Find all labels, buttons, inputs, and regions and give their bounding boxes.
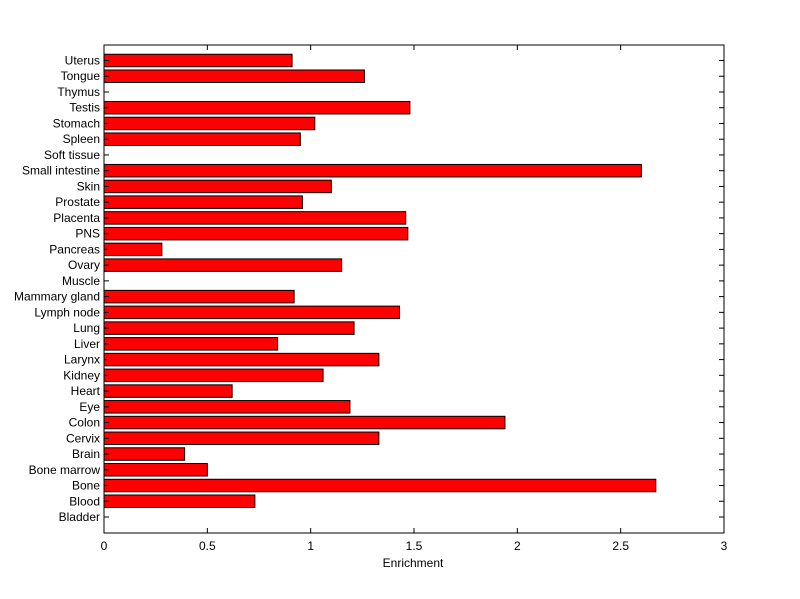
- y-tick-label: Bone: [72, 479, 100, 493]
- y-tick-label: Cervix: [66, 431, 100, 445]
- bar: [103, 226, 409, 241]
- bar: [103, 211, 407, 225]
- bar: [103, 368, 324, 383]
- bar: [103, 116, 316, 131]
- y-tick-label: Prostate: [55, 195, 100, 209]
- y-tick-label: Lymph node: [34, 305, 100, 319]
- bar: [103, 400, 351, 414]
- bar: [103, 69, 365, 83]
- bar: [103, 289, 295, 304]
- x-tick-label: 1.5: [406, 539, 423, 553]
- y-tick-label: Muscle: [62, 274, 100, 288]
- bar: [103, 195, 303, 209]
- bar: [103, 321, 355, 335]
- x-axis-label: Enrichment: [383, 556, 444, 570]
- bar: [103, 132, 301, 146]
- y-tick-label: Stomach: [53, 116, 100, 130]
- bar: [103, 179, 332, 194]
- y-tick-label: Kidney: [63, 368, 100, 382]
- y-tick-label: Bladder: [59, 510, 100, 524]
- y-tick-label: Brain: [72, 447, 100, 461]
- bar: [103, 100, 411, 115]
- y-tick-label: Spleen: [63, 132, 100, 146]
- y-tick-label: Testis: [69, 101, 100, 115]
- y-tick-label: Lung: [73, 321, 100, 335]
- x-tick-label: 3: [721, 539, 728, 553]
- bar: [103, 463, 208, 477]
- bar: [103, 447, 186, 461]
- x-tick-label: 2.5: [612, 539, 629, 553]
- bar: [103, 384, 233, 398]
- y-tick-label: Tongue: [61, 69, 101, 83]
- bar: [103, 494, 256, 509]
- y-tick-label: Ovary: [68, 258, 100, 272]
- y-tick-label: Eye: [79, 400, 100, 414]
- y-tick-label: Heart: [71, 384, 101, 398]
- y-tick-label: Mammary gland: [14, 290, 100, 304]
- y-tick-label: Skin: [77, 179, 100, 193]
- y-tick-label: Small intestine: [22, 164, 100, 178]
- plot-frame: [103, 44, 725, 534]
- bar: [103, 258, 343, 272]
- y-tick-label: Pancreas: [49, 242, 100, 256]
- y-tick-label: Placenta: [53, 211, 100, 225]
- x-tick-label: 2: [514, 539, 521, 553]
- bar: [103, 305, 401, 320]
- bar: [103, 242, 163, 257]
- bar: [103, 53, 293, 68]
- bar: [103, 431, 380, 446]
- x-tick-label: 0: [101, 539, 108, 553]
- y-tick-label: Soft tissue: [44, 148, 100, 162]
- x-ticks-group: 0 0.5 1 1.5 2 2.5 3: [101, 45, 728, 553]
- bar: [103, 478, 657, 493]
- bar: [103, 163, 642, 178]
- y-tick-label: Uterus: [65, 54, 100, 68]
- y-tick-label: Liver: [74, 337, 100, 351]
- x-tick-label: 0.5: [199, 539, 216, 553]
- bar: [103, 352, 380, 367]
- bar: [103, 415, 506, 430]
- y-tick-label: Blood: [69, 494, 100, 508]
- y-tick-label: PNS: [75, 227, 100, 241]
- bar: [103, 337, 279, 351]
- y-tick-label: Larynx: [64, 353, 100, 367]
- y-tick-label: Colon: [69, 416, 100, 430]
- y-tick-label: Thymus: [57, 85, 100, 99]
- y-tick-label: Bone marrow: [29, 463, 101, 477]
- x-tick-label: 1: [307, 539, 314, 553]
